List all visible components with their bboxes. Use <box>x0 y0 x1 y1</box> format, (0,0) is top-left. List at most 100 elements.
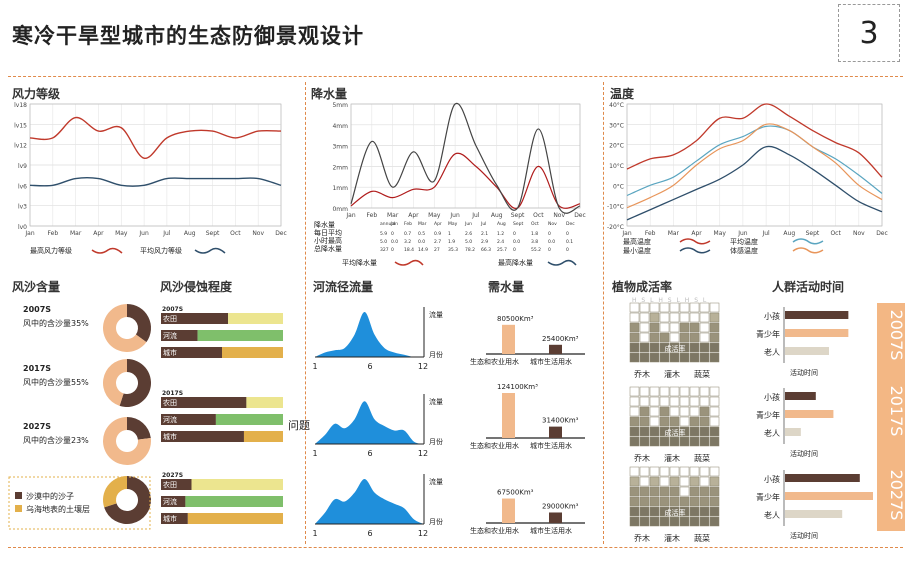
plant-grid-cell <box>659 396 670 407</box>
temp-x-tick: Apr <box>691 230 702 237</box>
rain-y-tick: 3mm <box>332 144 348 151</box>
plant-grid-cell <box>639 496 650 507</box>
wind-x-tick: Aug <box>184 230 196 237</box>
wind-y-tick: lv6 <box>18 183 27 190</box>
rain-table-cell: 0 <box>566 247 569 253</box>
plant-grid-cell <box>639 486 650 497</box>
plant-category-label: 乔木 <box>634 369 650 379</box>
temp-x-tick: Feb <box>645 230 656 237</box>
wind-frame <box>29 103 282 227</box>
wind-x-tick: Jul <box>162 230 171 237</box>
plant-grid-cell <box>629 416 640 427</box>
rain-table-cell: 2.4 <box>497 239 504 245</box>
wind-x-tick: Oct <box>230 230 241 237</box>
erosion-bar-rest <box>246 397 283 408</box>
plant-grid-cell <box>709 396 720 407</box>
plant-grid-cell <box>679 396 690 407</box>
water-bar <box>549 344 562 354</box>
year-band-label: 2017S <box>887 386 906 437</box>
plant-grid-cell <box>669 516 680 527</box>
plant-grid-cell <box>649 486 660 497</box>
plant-grid-cell <box>689 406 700 417</box>
erosion-bar <box>161 397 247 408</box>
plant-caption: 成活率 <box>665 428 686 437</box>
temp-x-tick: Sept <box>806 230 820 237</box>
crowd-bar <box>785 492 873 500</box>
plant-grid-cell <box>679 476 690 487</box>
wind-x-tick: Jun <box>138 230 149 237</box>
wind-series-line <box>29 116 282 159</box>
rain-table-cell: 1.8 <box>531 231 538 237</box>
erosion-bar <box>161 513 188 524</box>
temp-series-line <box>626 103 883 178</box>
plant-grid-cell <box>629 342 640 353</box>
sand-percent-label: 风中的含沙量23% <box>23 435 89 445</box>
river-area <box>315 401 424 444</box>
plant-grid-cell <box>679 436 690 447</box>
rain-table-cell: 66.3 <box>481 247 491 253</box>
plant-grid-cell <box>629 322 640 333</box>
temp-legend-label: 最高温度 <box>623 237 651 246</box>
plant-grid-cell <box>689 302 700 313</box>
plant-grid-cell <box>649 312 660 323</box>
temp-y-tick: 10°C <box>609 163 624 170</box>
plant-grid-cell <box>639 436 650 447</box>
plant-grid-cell <box>709 466 720 477</box>
plant-grid-cell <box>669 486 680 497</box>
plant-grid-cell <box>709 332 720 343</box>
rain-x-tick: Oct <box>533 212 544 219</box>
plant-grid-cell <box>639 322 650 333</box>
river-x-tick: 12 <box>418 449 428 458</box>
rain-table-header: Feb <box>404 221 412 227</box>
plant-grid-cell <box>709 486 720 497</box>
rain-legend-swatch <box>547 259 577 266</box>
plant-title: 植物成活率 <box>612 280 673 294</box>
water-value-label: 124100Km³ <box>497 383 538 391</box>
plant-grid-cell <box>699 352 710 363</box>
plant-grid-cell <box>699 426 710 437</box>
wind-legend-swatch <box>194 247 226 254</box>
sand-donut-slice <box>103 417 151 465</box>
rain-x-tick: Jun <box>449 212 460 219</box>
rain-table-rowlabel: 降水量 <box>314 220 335 229</box>
plant-grid-cell <box>689 486 700 497</box>
rain-x-tick: Mar <box>387 212 399 219</box>
plant-grid-cell <box>679 486 690 497</box>
plant-grid-cell <box>699 476 710 487</box>
rain-legend-label: 最高降水量 <box>498 258 533 267</box>
plant-grid-cell <box>679 406 690 417</box>
sand-legend-swatch <box>15 492 22 499</box>
river-x-label: 月份 <box>429 437 443 446</box>
plant-grid-cell <box>659 322 670 333</box>
temp-legend-label: 平均温度 <box>730 237 758 246</box>
wind-legend-swatch <box>91 247 123 254</box>
rain-table-cell: 327 <box>380 247 389 253</box>
water-bar <box>502 324 515 354</box>
river-y-label: 流量 <box>429 310 443 319</box>
crowd-category-label: 小孩 <box>764 474 780 484</box>
rain-x-tick: Sept <box>511 212 525 219</box>
rain-table-cell: 14.9 <box>418 247 428 253</box>
rain-table-cell: 0.1 <box>566 239 573 245</box>
rain-table-header: May <box>448 221 458 227</box>
water-category-label: 生态和农业用水 <box>470 357 519 366</box>
plant-grid-cell <box>669 476 680 487</box>
water-value-label: 29000Km³ <box>542 502 579 510</box>
plant-grid-cell <box>689 436 700 447</box>
column-divider-1 <box>305 82 306 544</box>
plant-grid-cell <box>679 506 690 517</box>
erosion-year-label: 2027S <box>162 472 183 479</box>
plant-grid-cell <box>659 416 670 427</box>
plant-grid-cell <box>709 496 720 507</box>
sand-donut-slice <box>103 359 127 406</box>
temp-y-tick: -20°C <box>607 224 624 231</box>
temp-series-line <box>626 123 883 209</box>
water-title: 需水量 <box>488 280 525 294</box>
plant-grid-cell <box>649 516 660 527</box>
rain-table-cell: 0 <box>391 231 394 237</box>
crowd-bar <box>785 347 829 355</box>
rain-table-cell: 27 <box>434 247 440 253</box>
erosion-category-label: 城市 <box>163 514 177 523</box>
plant-grid-cell <box>629 466 640 477</box>
